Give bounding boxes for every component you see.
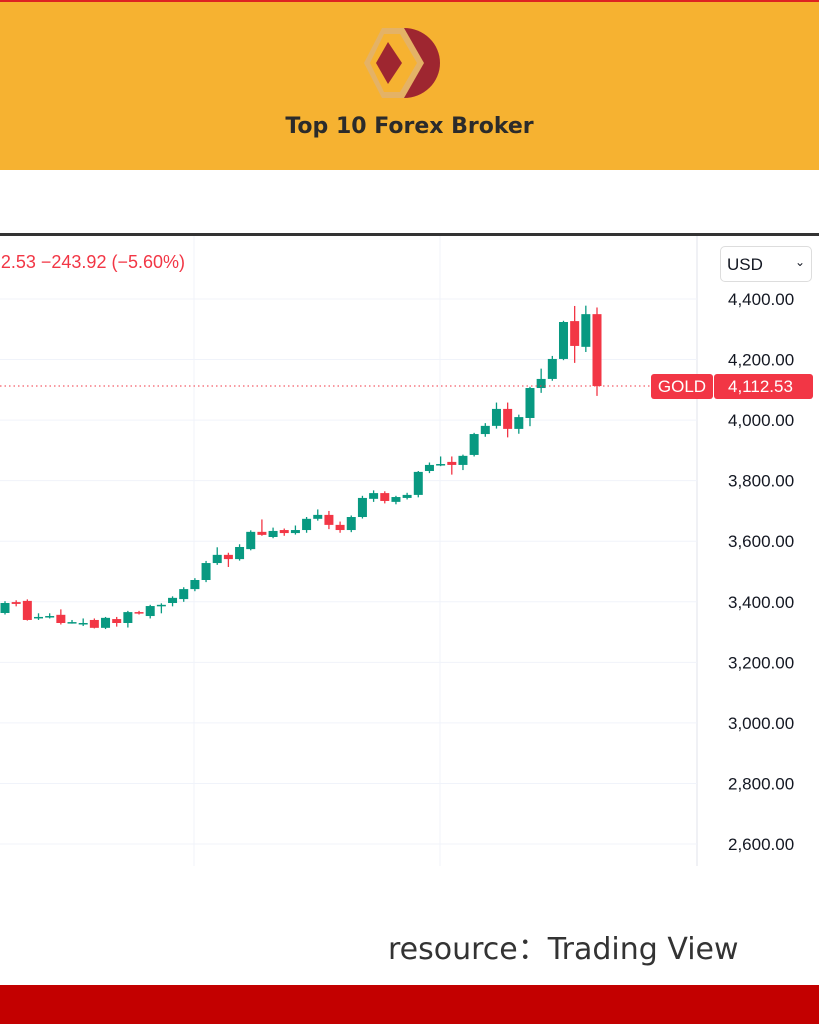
candle-body [168, 597, 178, 604]
y-tick-label: 4,400.00 [728, 290, 794, 309]
candle-body [45, 616, 55, 618]
candle-body [514, 417, 524, 429]
currency-label: USD [727, 255, 763, 274]
candle-body [570, 321, 580, 346]
y-tick-label: 4,000.00 [728, 411, 794, 430]
source-caption: resource：Trading View [388, 932, 739, 967]
candle-body [324, 514, 334, 525]
price-change-legend: 4,112.53 −243.92 (−5.60%) [0, 252, 185, 272]
currency-select[interactable]: USD ⌄ [720, 246, 812, 282]
y-tick-label: 3,400.00 [728, 593, 794, 612]
candle-body [313, 514, 323, 519]
candle-body [480, 425, 490, 435]
candle-body [469, 434, 479, 455]
candle-body [302, 518, 312, 531]
candle-body [380, 493, 390, 501]
candle-body [357, 497, 367, 518]
y-tick-label: 3,000.00 [728, 714, 794, 733]
candle-body [101, 617, 111, 628]
candle-body [223, 554, 233, 560]
candle-body [179, 589, 189, 600]
candle-body [268, 530, 278, 538]
candle-body [290, 530, 300, 534]
candle-body [458, 455, 468, 465]
candle-body [491, 408, 501, 426]
candle-body [212, 554, 222, 564]
candle-body [201, 563, 211, 580]
candle-body [369, 493, 379, 499]
candle-body [89, 619, 99, 628]
last-price-badge [714, 374, 813, 400]
candle-body [34, 616, 44, 619]
candle-body [525, 388, 535, 419]
candle-body [246, 531, 256, 550]
candle-body [335, 524, 345, 531]
candle-body [402, 494, 412, 498]
candle-body [581, 314, 591, 347]
y-tick-label: 2,600.00 [728, 835, 794, 854]
candle-body [413, 471, 423, 495]
y-tick-label: 3,800.00 [728, 472, 794, 491]
candle-body [447, 461, 457, 465]
symbol-badge-label: GOLD [658, 377, 706, 396]
candle-body [145, 606, 155, 617]
y-tick-label: 2,800.00 [728, 774, 794, 793]
candle-body [156, 604, 166, 607]
candle-body [279, 530, 289, 534]
candle-body [11, 602, 21, 604]
candle-body [123, 612, 133, 623]
candle-body [547, 358, 557, 379]
candle-body [56, 614, 66, 623]
y-tick-label: 4,200.00 [728, 351, 794, 370]
candle-body [0, 603, 10, 614]
price-chart[interactable]: 4,400.00 4,200.00 4,000.00 3,800.00 3,600.00… [0, 233, 819, 866]
chevron-down-icon: ⌄ [794, 255, 805, 269]
candle-body [558, 322, 568, 359]
brand-logo [364, 28, 440, 98]
candle-body [190, 579, 200, 590]
candle-body [592, 314, 602, 387]
candle-body [503, 408, 513, 429]
candle-body [424, 464, 434, 471]
candle-body [436, 464, 446, 466]
candle-body [22, 600, 32, 620]
candle-body [346, 517, 356, 531]
candle-body [134, 612, 144, 614]
site-header: Top 10 Forex Broker [0, 0, 819, 170]
candle-body [112, 619, 122, 623]
site-footer [0, 985, 819, 1024]
candle-body [235, 546, 245, 560]
candle-body [78, 622, 88, 625]
symbol-badge [651, 374, 713, 400]
candle-body [536, 378, 546, 389]
candle-body [67, 622, 77, 624]
candle-body [257, 531, 267, 535]
last-price-label: 4,112.53 [728, 377, 793, 396]
y-tick-label: 3,200.00 [728, 653, 794, 672]
brand-name: Top 10 Forex Broker [285, 114, 534, 139]
candle-body [391, 497, 401, 502]
y-tick-label: 3,600.00 [728, 532, 794, 551]
candlestick-plot[interactable]: 4,400.00 4,200.00 4,000.00 3,800.00 3,600.00… [0, 236, 819, 866]
